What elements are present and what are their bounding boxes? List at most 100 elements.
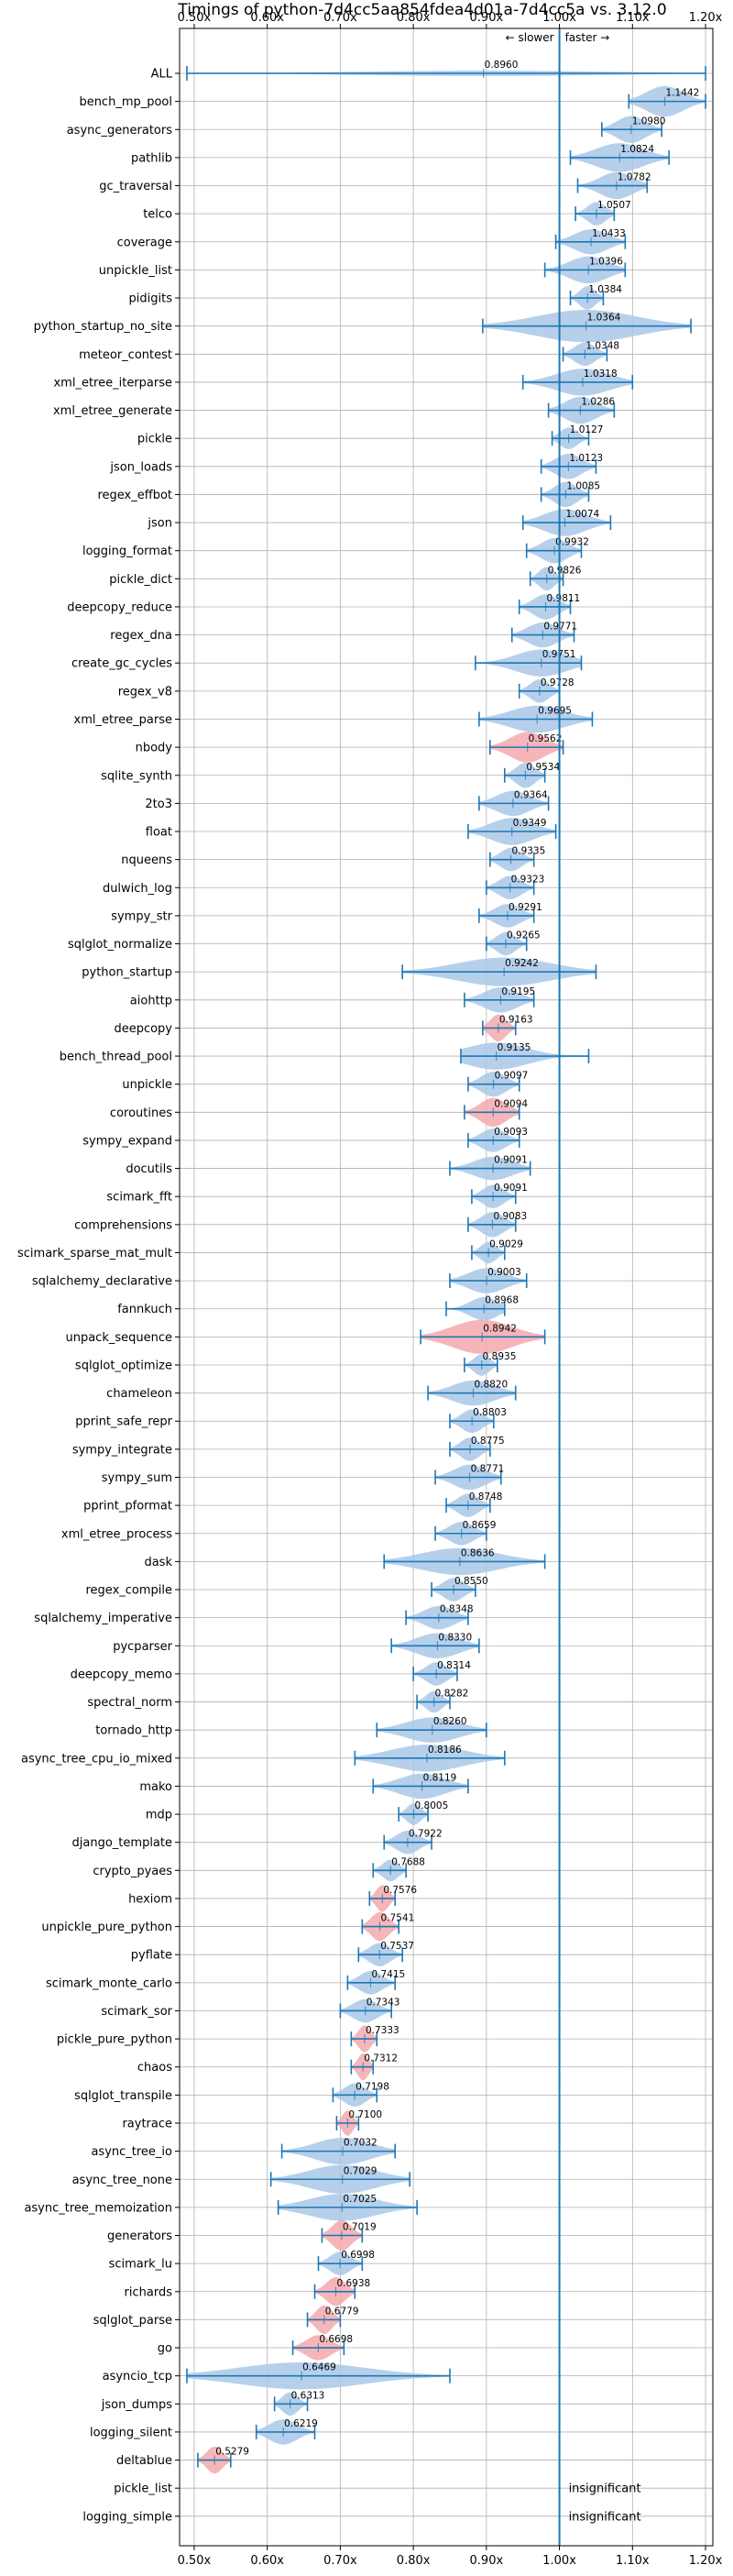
y-tick-label: hexiom xyxy=(128,1892,172,1906)
y-tick-label: unpack_sequence xyxy=(65,1331,172,1345)
value-label: 1.0074 xyxy=(565,509,599,520)
violin-json_dumps: 0.6313 xyxy=(273,2390,324,2416)
y-tick-label: telco xyxy=(143,208,172,222)
value-label: 0.7415 xyxy=(371,1969,405,1980)
y-tick-label: chameleon xyxy=(106,1387,172,1401)
slower-label: ← slower xyxy=(506,31,554,44)
value-label: 0.9091 xyxy=(494,1183,528,1194)
y-tick-label: django_template xyxy=(72,1836,172,1850)
violin-deepcopy_memo: 0.8314 xyxy=(412,1660,471,1686)
violin-coroutines: 0.9094 xyxy=(464,1097,528,1127)
violin-regex_effbot: 1.0085 xyxy=(540,480,600,508)
y-tick-label: pathlib xyxy=(131,151,172,165)
y-tick-label: xml_etree_parse xyxy=(74,713,172,727)
y-tick-label: nqueens xyxy=(121,853,172,867)
y-tick-label: docutils xyxy=(126,1162,172,1176)
y-tick-label: generators xyxy=(107,2229,172,2243)
value-label: 0.7032 xyxy=(344,2138,377,2149)
value-label: 0.9083 xyxy=(493,1211,527,1222)
violin-comprehensions: 0.9083 xyxy=(467,1211,527,1238)
value-label: 0.9811 xyxy=(547,593,581,604)
y-tick-label: 2to3 xyxy=(145,798,172,811)
violin-fannkuch: 0.8968 xyxy=(445,1295,519,1321)
y-tick-label: scimark_sor xyxy=(101,2005,172,2019)
violin-bench_thread_pool: 0.9135 xyxy=(460,1042,590,1070)
violin-gc_traversal: 1.0782 xyxy=(576,172,651,200)
violin-xml_etree_parse: 0.9695 xyxy=(478,705,594,733)
y-tick-label: sqlite_synth xyxy=(101,769,172,783)
x-axis-bottom: 0.50x 0.60x 0.70x 0.80x 0.90x 1.00x 1.10x 1.20x xyxy=(178,2546,723,2568)
value-label: 0.9695 xyxy=(538,705,572,716)
y-tick-label: comprehensions xyxy=(74,1218,172,1232)
value-label: 0.9728 xyxy=(541,677,574,688)
violin-pathlib: 1.0824 xyxy=(569,143,670,172)
value-label: 0.7312 xyxy=(364,2053,398,2064)
violin-unpickle_list: 1.0396 xyxy=(543,256,627,284)
y-tick-label: ALL xyxy=(151,68,173,82)
violin-aiohttp: 0.9195 xyxy=(464,986,535,1013)
y-tick-label: logging_format xyxy=(82,545,172,558)
y-tick-label: async_tree_io xyxy=(91,2145,172,2159)
value-label: 0.9195 xyxy=(501,986,535,997)
x-tick-label-top: 1.00x xyxy=(542,11,576,25)
x-tick-label-bottom: 0.90x xyxy=(470,2554,504,2568)
value-label: 0.9091 xyxy=(494,1155,528,1166)
y-tick-label: spectral_norm xyxy=(87,1696,172,1710)
value-label: 0.9094 xyxy=(494,1098,528,1109)
value-label: 1.0127 xyxy=(570,424,604,435)
value-label: 0.8330 xyxy=(438,1632,472,1643)
x-tick-label-bottom: 1.00x xyxy=(542,2554,576,2568)
value-label: 0.8260 xyxy=(433,1716,467,1727)
y-tick-label: regex_v8 xyxy=(118,685,172,699)
y-tick-label: sympy_str xyxy=(111,909,172,923)
value-label: 0.7333 xyxy=(366,2025,399,2036)
y-tick-label: scimark_sparse_mat_mult xyxy=(17,1247,172,1260)
y-tick-label: async_tree_memoization xyxy=(24,2201,172,2215)
y-tick-label: unpickle_list xyxy=(99,264,172,278)
value-label: 0.9135 xyxy=(498,1042,531,1053)
y-tick-label: coverage xyxy=(117,236,172,249)
y-tick-label: coroutines xyxy=(110,1106,172,1120)
y-tick-label: xml_etree_generate xyxy=(53,404,172,418)
x-tick-label-bottom: 0.70x xyxy=(323,2554,357,2568)
value-label: 0.7198 xyxy=(356,2081,389,2092)
value-label: 0.8005 xyxy=(415,1800,449,1811)
value-label: 0.7025 xyxy=(343,2194,377,2205)
violin-xml_etree_iterparse: 1.0318 xyxy=(521,369,634,396)
insignificant-label: insignificant xyxy=(569,2510,641,2524)
violin-chameleon: 0.8820 xyxy=(427,1380,517,1406)
value-label: 0.9003 xyxy=(487,1267,521,1278)
violin-bench_mp_pool: 1.1442 xyxy=(628,86,706,117)
y-tick-label: go xyxy=(158,2342,172,2356)
value-label: 0.7922 xyxy=(409,1829,443,1840)
value-label: 0.9093 xyxy=(494,1127,528,1138)
y-tick-label: create_gc_cycles xyxy=(71,657,172,671)
value-label: 0.7576 xyxy=(383,1885,417,1896)
value-label: 0.7541 xyxy=(381,1913,415,1924)
y-tick-label: scimark_lu xyxy=(109,2258,172,2272)
violin-sqlalchemy_imperative: 0.8348 xyxy=(405,1604,474,1630)
violin-json: 1.0074 xyxy=(521,509,612,536)
value-label: 0.9242 xyxy=(505,958,539,969)
violin-deepcopy_reduce: 0.9811 xyxy=(518,593,581,620)
violin-xml_etree_process: 0.8659 xyxy=(434,1520,496,1546)
y-tick-label: python_startup_no_site xyxy=(34,320,172,334)
x-tick-label-top: 0.60x xyxy=(250,11,284,25)
value-label: 0.6698 xyxy=(319,2334,353,2345)
value-label: 0.9771 xyxy=(543,622,577,633)
value-label: 0.9265 xyxy=(507,930,541,941)
violin-dulwich_log: 0.9323 xyxy=(486,874,544,899)
y-tick-label: pprint_safe_repr xyxy=(75,1415,172,1429)
violin-go: 0.6698 xyxy=(291,2334,353,2361)
x-tick-label-top: 0.80x xyxy=(397,11,431,25)
y-tick-label: sqlalchemy_declarative xyxy=(32,1275,172,1289)
value-label: 0.8775 xyxy=(471,1436,505,1447)
value-label: 0.8282 xyxy=(435,1689,469,1700)
violin-tornado_http: 0.8260 xyxy=(376,1716,487,1743)
value-label: 1.0348 xyxy=(585,340,619,351)
value-label: 0.8636 xyxy=(461,1547,495,1558)
value-label: 0.9932 xyxy=(555,537,589,548)
y-tick-label: sqlalchemy_imperative xyxy=(34,1612,172,1625)
